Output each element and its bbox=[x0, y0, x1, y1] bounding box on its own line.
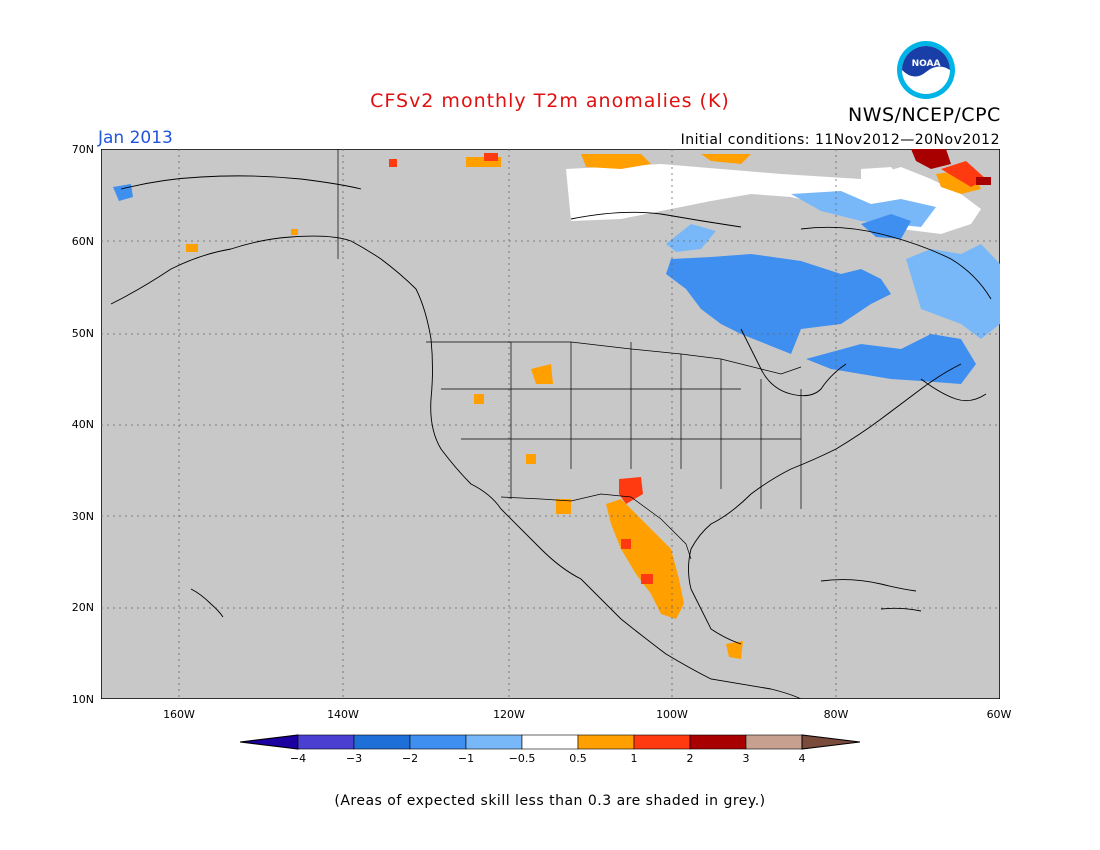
forecast-period: Jan 2013 bbox=[98, 128, 173, 148]
anomaly-region-red bbox=[619, 477, 643, 504]
colorbar-tick: −1 bbox=[457, 752, 475, 765]
anomaly-region-light-blue bbox=[666, 224, 716, 252]
lon-label: 100W bbox=[656, 708, 688, 721]
anomaly-region-orange bbox=[606, 499, 684, 619]
chart-title: CFSv2 monthly T2m anomalies (K) bbox=[370, 90, 730, 112]
lat-label: 10N bbox=[71, 693, 94, 706]
colorbar-cell bbox=[353, 734, 411, 750]
colorbar-tick: −2 bbox=[401, 752, 419, 765]
political-borders bbox=[337, 149, 802, 560]
colorbar-arrow-left bbox=[240, 734, 299, 750]
lon-label: 80W bbox=[823, 708, 849, 721]
coastlines bbox=[110, 175, 992, 699]
skill-note: (Areas of expected skill less than 0.3 a… bbox=[334, 793, 766, 809]
anomaly-shading bbox=[113, 149, 1000, 659]
colorbar-tick: −3 bbox=[345, 752, 363, 765]
lon-label: 120W bbox=[493, 708, 525, 721]
colorbar-tick: 2 bbox=[686, 752, 694, 765]
colorbar-cell bbox=[465, 734, 523, 750]
colorbar-tick: −0.5 bbox=[508, 752, 536, 765]
colorbar-tick: −4 bbox=[289, 752, 307, 765]
anomaly-region-blue bbox=[666, 254, 891, 354]
lat-label: 20N bbox=[71, 601, 94, 614]
anomaly-region-dark-red bbox=[911, 149, 951, 169]
colorbar-cell bbox=[409, 734, 467, 750]
grid-lines bbox=[101, 149, 1000, 699]
lat-label: 70N bbox=[71, 143, 94, 156]
colorbar-tick: 3 bbox=[742, 752, 750, 765]
lon-label: 60W bbox=[986, 708, 1012, 721]
lon-label: 140W bbox=[327, 708, 359, 721]
lat-label: 40N bbox=[71, 418, 94, 431]
lat-label: 50N bbox=[71, 327, 94, 340]
colorbar-arrow-right bbox=[801, 734, 860, 750]
colorbar bbox=[240, 734, 860, 750]
colorbar-tick: 1 bbox=[630, 752, 638, 765]
lon-label: 160W bbox=[163, 708, 195, 721]
initial-conditions: Initial conditions: 11Nov2012—20Nov2012 bbox=[680, 132, 1000, 148]
agency-label: NWS/NCEP/CPC bbox=[848, 104, 1001, 126]
anomaly-map bbox=[101, 149, 1000, 699]
colorbar-tick: 0.5 bbox=[569, 752, 587, 765]
colorbar-cell bbox=[577, 734, 635, 750]
lat-label: 60N bbox=[71, 235, 94, 248]
colorbar-tick: 4 bbox=[798, 752, 806, 765]
colorbar-cell bbox=[745, 734, 803, 750]
lat-label: 30N bbox=[71, 510, 94, 523]
logo-text: NOAA bbox=[912, 59, 941, 69]
colorbar-cell bbox=[633, 734, 691, 750]
colorbar-cell bbox=[297, 734, 355, 750]
map-background bbox=[101, 149, 1000, 699]
colorbar-cell bbox=[689, 734, 747, 750]
noaa-logo: NOAA bbox=[897, 41, 955, 99]
colorbar-cell bbox=[521, 734, 579, 750]
